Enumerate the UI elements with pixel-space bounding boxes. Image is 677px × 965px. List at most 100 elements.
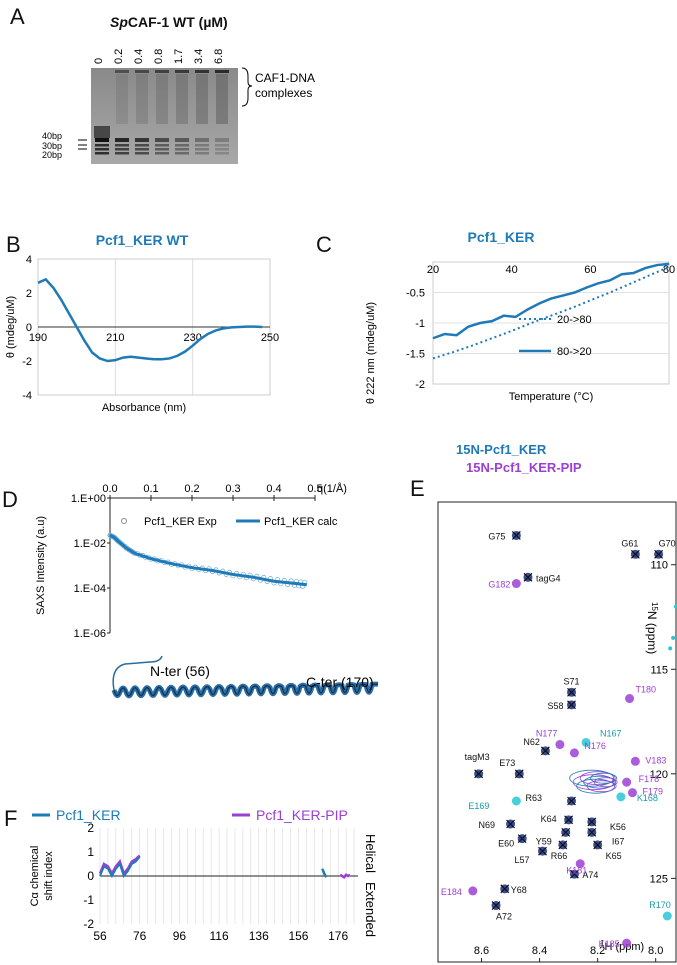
peak bbox=[627, 788, 637, 798]
peak-cross bbox=[569, 869, 579, 879]
peak-label: K168 bbox=[637, 793, 658, 803]
gel-band bbox=[195, 152, 209, 155]
y-tick: 1.E-06 bbox=[74, 628, 106, 640]
peak-label: R170 bbox=[649, 900, 671, 910]
peak bbox=[555, 740, 565, 750]
legend-label-solid: 80->20 bbox=[557, 346, 592, 358]
gel-band bbox=[95, 152, 109, 155]
gel-band bbox=[195, 138, 209, 142]
gel-band bbox=[215, 148, 229, 151]
x-tick: 96 bbox=[173, 929, 187, 943]
x-tick: 8.4 bbox=[532, 945, 547, 957]
x-tick: 0.1 bbox=[143, 483, 158, 495]
peak-label: V183 bbox=[645, 755, 666, 765]
cd-spectrum-line bbox=[37, 277, 263, 363]
chart-d: 0.0 0.1 0.2 0.3 0.4 0.5 1.E+00 1.E-02 1.E-04 1.E-… bbox=[35, 482, 379, 699]
complex-band bbox=[215, 70, 229, 73]
legend-label-dotted: 20->80 bbox=[557, 314, 592, 326]
y-tick: 1.E-02 bbox=[74, 538, 106, 550]
peak-label: G61 bbox=[621, 538, 638, 548]
x-axis-label: q(1/Å) bbox=[317, 482, 347, 495]
peak-label: K185 bbox=[599, 939, 620, 949]
panel-label-c: C bbox=[316, 232, 332, 257]
peak-label: tagG4 bbox=[536, 573, 561, 583]
legend-f-label-1: Pcf1_KER bbox=[56, 807, 121, 823]
peak-label: K64 bbox=[541, 814, 557, 824]
peak-label: tagM3 bbox=[465, 752, 490, 762]
free-dna-cluster bbox=[94, 126, 110, 138]
nter-label: N-ter (56) bbox=[150, 663, 210, 679]
peak bbox=[622, 777, 632, 787]
y-tick: -2 bbox=[22, 356, 32, 368]
x-tick: 230 bbox=[183, 332, 201, 344]
gel-band bbox=[115, 138, 129, 142]
x-tick: 8.2 bbox=[590, 945, 605, 957]
y-tick: 4 bbox=[26, 254, 32, 266]
y-tick: 2 bbox=[87, 821, 94, 835]
peak-cross bbox=[538, 846, 547, 856]
peak bbox=[468, 886, 478, 896]
peak-label: I67 bbox=[612, 836, 625, 846]
chart-e: 15N-Pcf1_KER 15N-Pcf1_KER-PIP 110 115 120 125… bbox=[437, 442, 677, 963]
contour bbox=[569, 769, 615, 787]
peak bbox=[630, 756, 640, 766]
gel-band bbox=[215, 144, 229, 147]
peak-label: T180 bbox=[636, 685, 657, 695]
x-tick: 156 bbox=[288, 929, 308, 943]
x-tick: 56 bbox=[93, 929, 107, 943]
y-tick: -4 bbox=[22, 390, 32, 402]
gel-band bbox=[115, 148, 129, 151]
panel-label-d: D bbox=[2, 487, 18, 512]
x-tick: 76 bbox=[133, 929, 147, 943]
peak-label: N176 bbox=[584, 741, 606, 751]
y-tick: -2 bbox=[83, 917, 94, 931]
lane-label: 3.4 bbox=[193, 49, 205, 64]
peak-label: N167 bbox=[600, 728, 622, 738]
legend-exp-swatch bbox=[121, 518, 127, 524]
y-axis-label: Cα chemical bbox=[29, 846, 41, 907]
pip-series-cterm bbox=[339, 873, 351, 879]
peak-label: G182 bbox=[488, 580, 510, 590]
peak-cross bbox=[558, 840, 568, 850]
legend-exp-label: Pcf1_KER Exp bbox=[144, 516, 217, 528]
peak-label: N69 bbox=[479, 820, 496, 830]
gel-band bbox=[115, 152, 129, 155]
peak-cross bbox=[540, 746, 550, 756]
y-tick: 120 bbox=[650, 769, 668, 781]
peak-cross bbox=[474, 769, 484, 779]
contour bbox=[576, 778, 616, 794]
chart-c: Pcf1_KER 20 40 60 80 -0.5 -1 -1.5 -2 20->80 80->20… bbox=[365, 232, 675, 404]
chart-c-title: Pcf1_KER bbox=[468, 232, 535, 245]
marker-20bp: 20bp bbox=[42, 150, 62, 160]
complex-band bbox=[175, 70, 189, 73]
gel-band bbox=[175, 148, 189, 151]
peak-cross bbox=[500, 884, 510, 894]
complex-band bbox=[195, 70, 209, 73]
peak-cross bbox=[654, 549, 664, 559]
lane-label: 1.7 bbox=[173, 49, 185, 64]
y-axis-label: SAXS Intensity (a.u) bbox=[35, 516, 47, 615]
peak-label: S71 bbox=[564, 676, 580, 686]
y-tick: 1.E-04 bbox=[74, 583, 106, 595]
peak-cross bbox=[587, 827, 597, 837]
peak-cross bbox=[630, 549, 640, 559]
panel-label-b: B bbox=[6, 232, 21, 257]
peak-label: F178 bbox=[639, 774, 660, 784]
smear bbox=[216, 74, 228, 124]
y-tick: 115 bbox=[650, 664, 668, 676]
complex-band bbox=[155, 70, 169, 73]
smear bbox=[176, 74, 188, 124]
peak-label: K65 bbox=[606, 851, 622, 861]
peak-label: K181 bbox=[566, 866, 587, 876]
lane-label: 0.4 bbox=[133, 49, 145, 64]
peak bbox=[622, 938, 632, 948]
panel-label-f: F bbox=[4, 806, 18, 831]
x-tick: 176 bbox=[328, 929, 348, 943]
peak-label: F179 bbox=[642, 787, 663, 797]
peak bbox=[674, 604, 677, 609]
x-tick: 116 bbox=[210, 929, 229, 943]
x-tick: 8.6 bbox=[474, 945, 489, 957]
peak-label: R63 bbox=[526, 793, 543, 803]
chart-f: Pcf1_KER Pcf1_KER-PIP 2 1 0 -1 -256 76 96 116 136 1… bbox=[29, 807, 378, 943]
peak-cross bbox=[561, 827, 571, 837]
